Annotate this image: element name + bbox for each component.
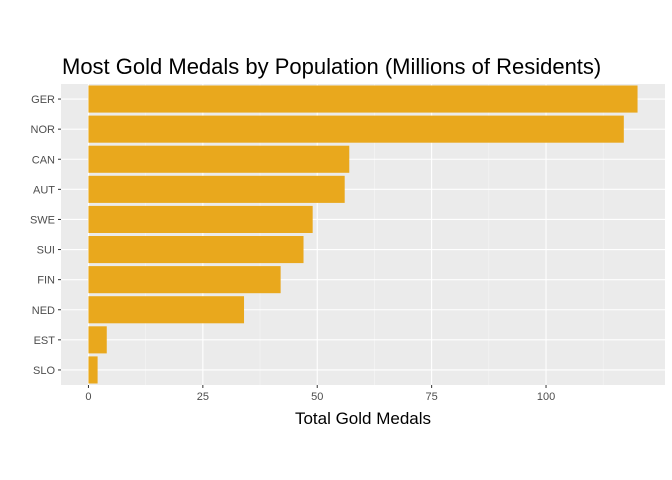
bar-swe: [88, 205, 313, 233]
x-axis: 0 25 50 75 100: [85, 385, 555, 403]
chart-title: Most Gold Medals by Population (Millions…: [62, 54, 602, 79]
bar-aut: [88, 175, 345, 203]
y-tick-label: AUT: [33, 184, 55, 196]
x-axis-title: Total Gold Medals: [295, 409, 431, 428]
y-tick-label: SLO: [33, 365, 55, 377]
bar-est: [88, 326, 107, 354]
bar-slo: [88, 356, 98, 384]
bar-ned: [88, 296, 245, 324]
bar-nor: [88, 115, 624, 143]
y-tick-label: SUI: [37, 245, 55, 257]
y-tick-label: EST: [34, 335, 56, 347]
x-tick-label: 50: [311, 391, 323, 403]
bar-fin: [88, 266, 281, 294]
y-tick-label: SWE: [30, 214, 55, 226]
x-tick-label: 25: [197, 391, 209, 403]
bars: [88, 85, 638, 384]
x-tick-label: 100: [537, 391, 555, 403]
y-tick-label: CAN: [32, 154, 55, 166]
y-tick-label: NED: [32, 305, 55, 317]
y-tick-label: FIN: [37, 275, 55, 287]
y-tick-label: NOR: [31, 124, 56, 136]
bar-sui: [88, 236, 304, 264]
y-axis: GER NOR CAN AUT SWE SUI FIN NED EST SLO: [30, 94, 61, 377]
x-tick-label: 75: [426, 391, 438, 403]
x-tick-label: 0: [85, 391, 91, 403]
bar-can: [88, 145, 350, 173]
bar-ger: [88, 85, 638, 113]
y-tick-label: GER: [31, 94, 55, 106]
